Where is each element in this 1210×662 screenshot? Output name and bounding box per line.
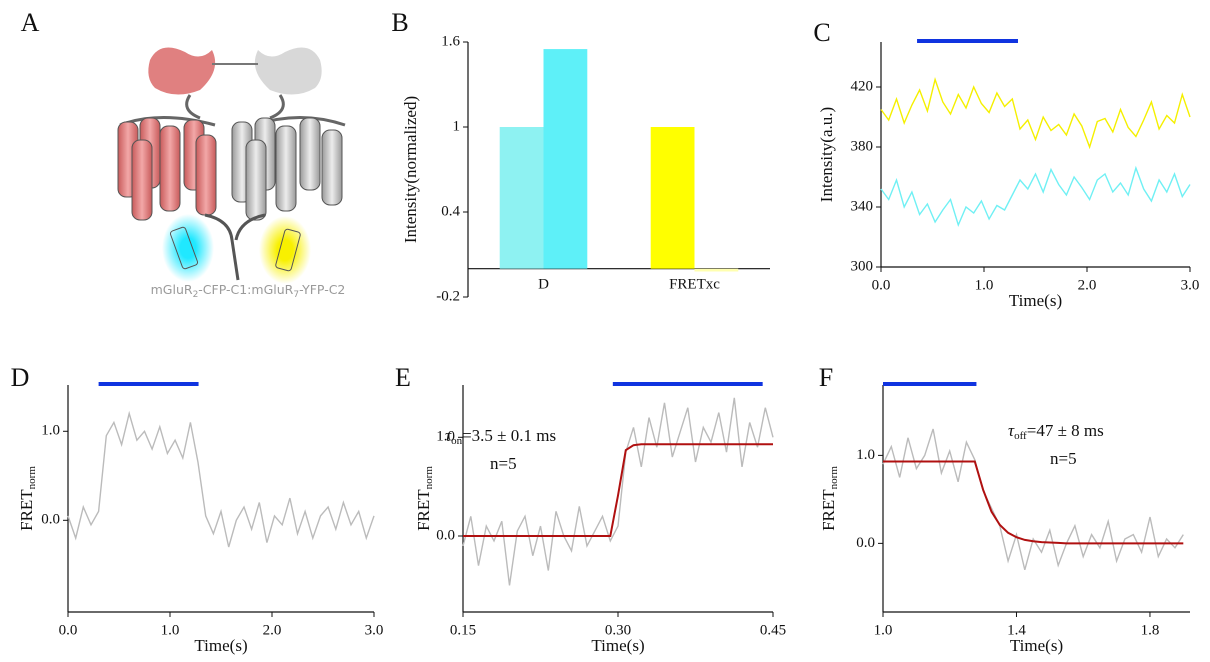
x-tick-label: 0.0 bbox=[872, 277, 891, 293]
x-tick-label: 3.0 bbox=[1181, 277, 1200, 293]
annotation: n=5 bbox=[490, 454, 517, 473]
annotation-text: =3.5 ± 0.1 ms bbox=[462, 426, 556, 445]
annotation-symbol: τ bbox=[445, 426, 452, 445]
yfp-glow bbox=[259, 216, 311, 284]
x-tick-label: 1.0 bbox=[161, 622, 180, 638]
trace bbox=[462, 397, 774, 586]
y-axis-label-sub: norm bbox=[26, 466, 38, 490]
y-tick-label: 340 bbox=[851, 198, 874, 214]
y-axis-label-sub: norm bbox=[828, 466, 840, 490]
annotation-sub: on bbox=[451, 435, 463, 447]
x-tick-label: 2.0 bbox=[263, 622, 282, 638]
x-tick-label: 3.0 bbox=[365, 622, 384, 638]
annotation-text: n=5 bbox=[1050, 449, 1077, 468]
annotation: n=5 bbox=[1050, 449, 1077, 468]
cfp-glow bbox=[162, 214, 214, 282]
y-tick-label: 1.0 bbox=[856, 447, 875, 463]
x-tick-label: FRETxc bbox=[669, 276, 720, 292]
y-tick-label: 0.4 bbox=[441, 203, 460, 219]
x-tick-label: 1.0 bbox=[975, 277, 994, 293]
x-tick-label: 0.30 bbox=[605, 622, 631, 638]
annotation-symbol: τ bbox=[1008, 421, 1015, 440]
y-tick-label: -0.2 bbox=[436, 288, 460, 304]
panel-letter: E bbox=[395, 363, 411, 392]
y-tick-label: 300 bbox=[851, 258, 874, 274]
panel-letter: A bbox=[21, 8, 40, 37]
trace bbox=[882, 428, 1184, 570]
y-tick-label: 1 bbox=[453, 118, 461, 134]
y-axis-label-main: FRET bbox=[17, 489, 36, 531]
gray-helices bbox=[231, 117, 343, 221]
trace bbox=[880, 77, 1191, 150]
trace bbox=[880, 165, 1191, 228]
y-axis-label: Intensity(a.u.) bbox=[817, 107, 836, 202]
y-axis-label: FRETnorm bbox=[414, 466, 435, 531]
y-tick-label: 0.0 bbox=[41, 512, 60, 528]
red-domain bbox=[148, 47, 216, 95]
y-axis-label-main: Intensity(a.u.) bbox=[817, 107, 836, 202]
y-axis-label: Intensity(normalized) bbox=[401, 96, 420, 243]
y-tick-label: 1.0 bbox=[436, 429, 455, 445]
y-tick-label: 0.0 bbox=[436, 527, 455, 543]
panel-letter: D bbox=[11, 363, 30, 392]
x-tick-label: 0.15 bbox=[450, 622, 476, 638]
y-axis-label-sub: norm bbox=[423, 466, 435, 490]
x-tick-label: 1.8 bbox=[1141, 622, 1160, 638]
panel-letter: C bbox=[813, 18, 830, 47]
diagram-label: mGluR2-CFP-C1:mGluR7-YFP-C2 bbox=[151, 282, 346, 300]
gray-domain bbox=[254, 47, 322, 95]
x-tick-label: 0.45 bbox=[760, 622, 786, 638]
bar bbox=[650, 127, 695, 269]
y-axis-label-main: Intensity(normalized) bbox=[401, 96, 420, 243]
trace bbox=[67, 410, 375, 548]
x-axis-label: Time(s) bbox=[194, 636, 247, 655]
y-tick-label: 1.0 bbox=[41, 423, 60, 439]
annotation-text: =47 ± 8 ms bbox=[1027, 421, 1104, 440]
annotation-sub: off bbox=[1014, 430, 1027, 442]
x-tick-label: 2.0 bbox=[1078, 277, 1097, 293]
x-tick-label: 1.4 bbox=[1007, 622, 1026, 638]
y-axis-label: FRETnorm bbox=[819, 466, 840, 531]
bar bbox=[499, 127, 544, 269]
bar bbox=[543, 49, 588, 269]
x-axis-label: Time(s) bbox=[591, 636, 644, 655]
y-axis-label-main: FRET bbox=[819, 489, 838, 531]
x-tick-label: D bbox=[538, 276, 549, 292]
panel-letter: F bbox=[819, 363, 833, 392]
y-axis-label: FRETnorm bbox=[17, 466, 38, 531]
y-tick-label: 380 bbox=[851, 138, 874, 154]
trace bbox=[463, 443, 773, 537]
panel-letter: B bbox=[391, 8, 408, 37]
cfp bbox=[169, 226, 199, 270]
annotation: τoff=47 ± 8 ms bbox=[1008, 421, 1104, 442]
annotation: τon=3.5 ± 0.1 ms bbox=[445, 426, 556, 447]
c-tails bbox=[204, 213, 266, 281]
red-helices bbox=[117, 117, 217, 221]
annotation-text: n=5 bbox=[490, 454, 517, 473]
x-tick-label: 0.0 bbox=[59, 622, 78, 638]
y-tick-label: 1.6 bbox=[441, 33, 460, 49]
trace bbox=[883, 460, 1184, 545]
stalk bbox=[185, 94, 285, 120]
y-tick-label: 0.0 bbox=[856, 535, 875, 551]
bar bbox=[694, 268, 739, 272]
x-axis-label: Time(s) bbox=[1009, 291, 1062, 310]
x-axis-label: Time(s) bbox=[1010, 636, 1063, 655]
y-axis-label-main: FRET bbox=[414, 489, 433, 531]
yfp bbox=[275, 228, 301, 272]
receptor-diagram: mGluR2-CFP-C1:mGluR7-YFP-C2 A bbox=[21, 8, 346, 300]
x-tick-label: 1.0 bbox=[874, 622, 893, 638]
y-tick-label: 420 bbox=[851, 78, 874, 94]
